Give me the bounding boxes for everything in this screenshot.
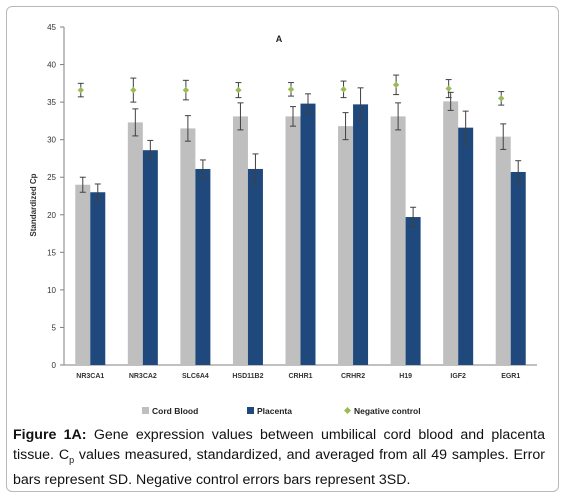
legend-swatch-placenta	[247, 407, 254, 414]
x-tick-label: EGR1	[501, 373, 520, 380]
point-negative-control-crhr2	[340, 86, 347, 93]
y-tick-label: 15	[47, 248, 56, 257]
bar-cord-blood-nr3ca2	[127, 122, 143, 365]
caption-label: Figure 1A:	[13, 427, 87, 443]
y-tick-label: 30	[47, 136, 56, 145]
bar-placenta-igf2	[458, 127, 474, 365]
bar-placenta-crhr1	[300, 103, 316, 365]
bar-placenta-egr1	[510, 171, 526, 365]
y-tick-label: 20	[47, 211, 56, 220]
y-tick-label: 0	[52, 361, 57, 370]
figure-caption: Figure 1A: Gene expression values betwee…	[13, 425, 545, 490]
x-tick-label: NR3CA2	[129, 373, 157, 380]
legend: Cord Blood Placenta Negative control	[142, 406, 421, 416]
legend-label-cord-blood: Cord Blood	[152, 406, 198, 416]
point-negative-control-igf2	[445, 85, 452, 92]
y-tick-label: 5	[52, 323, 57, 332]
y-axis-ticks: 0 5 10 15 20 25 30 35 40 45	[47, 23, 64, 370]
x-tick-label: HSD11B2	[232, 373, 263, 380]
point-negative-control-egr1	[498, 95, 505, 102]
bar-cord-blood-crhr2	[338, 126, 354, 365]
bar-placenta-crhr2	[353, 104, 369, 365]
bar-chart: 0 5 10 15 20 25 30 35 40 45 NR3CA1 NR3CA2 SLC6A4 HSD…	[29, 23, 537, 416]
y-tick-label: 35	[47, 98, 56, 107]
caption-text-2: values measured, standardized, and avera…	[13, 447, 545, 488]
x-tick-label: IGF2	[450, 373, 466, 380]
point-negative-control-hsd11b2	[235, 86, 242, 94]
x-tick-label: CRHR1	[288, 373, 312, 380]
bar-placenta-h19	[405, 217, 421, 365]
x-tick-label: H19	[399, 373, 412, 380]
negative-control-points	[77, 81, 505, 102]
point-negative-control-nr3ca2	[130, 86, 137, 94]
x-tick-label: NR3CA1	[76, 373, 104, 380]
bar-placenta-slc6a4	[195, 168, 211, 365]
bar-cord-blood-h19	[390, 116, 406, 365]
y-tick-label: 25	[47, 173, 56, 182]
legend-label-negative-control: Negative control	[354, 406, 421, 416]
caption-subscript: p	[69, 454, 75, 465]
y-tick-label: 40	[47, 61, 56, 70]
point-negative-control-h19	[392, 81, 400, 89]
point-negative-control-crhr1	[287, 86, 295, 93]
bar-cord-blood-nr3ca1	[75, 184, 91, 365]
bar-cord-blood-igf2	[443, 101, 459, 366]
bar-cord-blood-hsd11b2	[232, 116, 248, 365]
y-axis-label: Standardized Cp	[29, 173, 38, 236]
bar-placenta-nr3ca2	[142, 150, 158, 365]
chart-title: A	[276, 34, 283, 44]
bar-cord-blood-egr1	[495, 136, 511, 365]
x-tick-label: SLC6A4	[182, 373, 209, 380]
bars-layer	[75, 101, 526, 366]
bar-cord-blood-crhr1	[285, 116, 301, 365]
bar-cord-blood-slc6a4	[180, 128, 196, 365]
bar-placenta-nr3ca1	[90, 192, 106, 365]
caption-text-1: Gene expression values between umbilical…	[13, 427, 545, 463]
point-negative-control-nr3ca1	[77, 86, 84, 94]
point-negative-control-slc6a4	[182, 86, 190, 94]
y-tick-label: 45	[47, 23, 56, 32]
legend-label-placenta: Placenta	[257, 406, 292, 416]
bar-placenta-hsd11b2	[247, 168, 263, 365]
y-tick-label: 10	[47, 286, 56, 295]
category-labels: NR3CA1 NR3CA2 SLC6A4 HSD11B2 CRHR1 CRHR2 H19 IG…	[76, 373, 520, 380]
x-tick-label: CRHR2	[341, 373, 365, 380]
legend-swatch-cord-blood	[142, 407, 149, 414]
legend-swatch-negative-control	[344, 407, 351, 414]
